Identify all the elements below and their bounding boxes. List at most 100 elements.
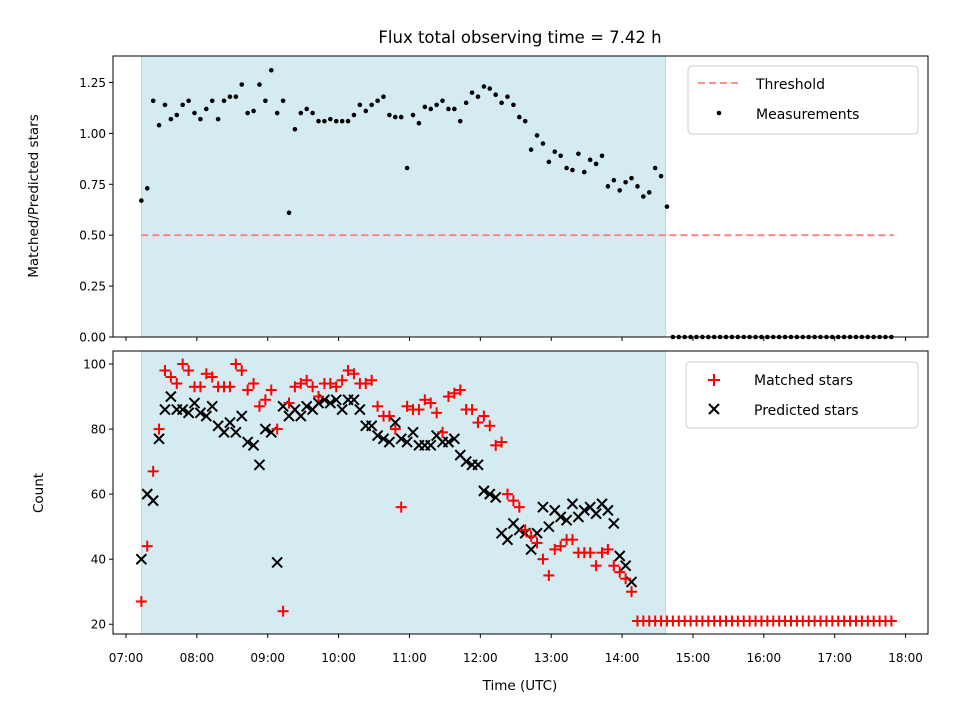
predicted-star-point — [590, 507, 602, 520]
predicted-star-point — [236, 410, 248, 422]
matched-star-point — [313, 391, 325, 403]
measurement-point — [174, 112, 180, 118]
predicted-star-point — [425, 439, 437, 452]
matched-star-point — [301, 374, 313, 386]
predicted-star-point — [301, 400, 313, 413]
matched-star-point — [159, 365, 171, 377]
measurement-point — [487, 86, 493, 91]
measurement-point — [552, 149, 558, 155]
measurement-point — [392, 114, 398, 120]
measurement-point — [646, 190, 652, 195]
matched-star-point — [307, 381, 319, 393]
predicted-star-point — [224, 416, 236, 429]
predicted-star-point — [501, 533, 514, 546]
y-tick-label: 1.25 — [79, 76, 106, 90]
predicted-star-point — [348, 394, 360, 406]
measurement-point — [351, 112, 357, 118]
y-tick-label: 80 — [91, 423, 106, 437]
predicted-star-point — [407, 426, 419, 439]
matched-star-point — [324, 378, 336, 390]
predicted-star-point — [253, 459, 266, 471]
measurement-point — [576, 151, 581, 157]
legend-matched-swatch — [708, 374, 720, 386]
matched-star-point — [437, 426, 449, 438]
measurement-point — [605, 184, 611, 189]
matched-star-point — [200, 368, 212, 380]
measurement-point — [257, 82, 262, 87]
measurement-point — [227, 94, 233, 100]
matched-star-point — [236, 365, 248, 377]
matched-stars-points — [135, 358, 897, 627]
matched-star-point — [608, 560, 620, 572]
matched-star-point — [206, 371, 218, 383]
predicted-star-point — [218, 426, 230, 439]
legend-matched-label: Matched stars — [754, 373, 853, 389]
matched-star-point — [885, 615, 897, 627]
predicted-star-point — [247, 439, 260, 452]
matched-star-point — [472, 417, 484, 429]
measurement-point — [209, 98, 215, 104]
y-tick-label: 20 — [91, 618, 106, 632]
predicted-star-point — [478, 485, 490, 497]
measurement-point — [481, 84, 487, 89]
matched-star-point — [555, 540, 567, 552]
measurement-point — [664, 204, 670, 209]
x-tick-label: 18:00 — [888, 651, 923, 665]
y-tick-label: 40 — [91, 553, 106, 567]
count-y-axis-label: Count — [31, 473, 47, 513]
measurement-point — [304, 106, 310, 112]
measurement-point — [398, 114, 404, 120]
matched-star-point — [490, 439, 502, 451]
predicted-star-point — [153, 433, 165, 445]
measurement-point — [280, 98, 286, 104]
measurement-point — [623, 179, 628, 185]
predicted-star-point — [135, 553, 148, 565]
predicted-star-point — [206, 400, 218, 413]
measurement-point — [245, 110, 250, 116]
matched-star-point — [620, 573, 632, 585]
matched-star-point — [141, 540, 153, 552]
predicted-star-point — [608, 517, 620, 530]
measurement-point — [150, 98, 156, 104]
chart-title: Flux total observing time = 7.42 h — [378, 28, 661, 47]
measurement-point — [198, 116, 203, 122]
x-tick-label: 12:00 — [463, 651, 498, 665]
predicted-star-point — [619, 559, 632, 572]
matched-star-point — [177, 358, 189, 370]
predicted-star-point — [330, 394, 342, 406]
matched-star-point — [626, 586, 638, 598]
measurement-point — [233, 94, 239, 100]
measurement-point — [558, 153, 563, 159]
measurement-point — [316, 118, 321, 124]
legend-predicted-label: Predicted stars — [754, 403, 859, 419]
predicted-star-point — [182, 407, 195, 419]
measurement-point — [635, 184, 640, 189]
measurement-point — [369, 102, 374, 108]
matched-star-point — [366, 374, 378, 386]
matched-star-point — [537, 553, 549, 565]
x-tick-label: 13:00 — [534, 651, 569, 665]
predicted-star-point — [525, 543, 537, 556]
measurement-point — [599, 153, 605, 159]
matched-star-point — [265, 384, 277, 396]
matched-star-point — [348, 368, 360, 380]
measurement-point — [475, 94, 481, 100]
x-tick-label: 08:00 — [180, 651, 215, 665]
matched-star-point — [425, 397, 437, 409]
predicted-star-point — [194, 407, 207, 419]
measurement-point — [215, 116, 221, 122]
matched-star-point — [224, 381, 236, 393]
matched-star-point — [153, 423, 165, 435]
measurement-point — [617, 188, 623, 193]
predicted-star-point — [365, 420, 378, 432]
measurement-point — [564, 165, 569, 171]
measurement-point — [522, 118, 528, 124]
predicted-star-point — [147, 494, 159, 507]
measurement-point — [204, 106, 209, 112]
matched-star-point — [395, 501, 407, 513]
predicted-star-point — [241, 436, 254, 448]
legend-measurements-label: Measurements — [756, 107, 859, 123]
count-panel: 20 40 60 80 100 07:00 08:00 09:00 10:00 11:00 12:… — [31, 350, 929, 694]
x-tick-label: 10:00 — [321, 651, 356, 665]
